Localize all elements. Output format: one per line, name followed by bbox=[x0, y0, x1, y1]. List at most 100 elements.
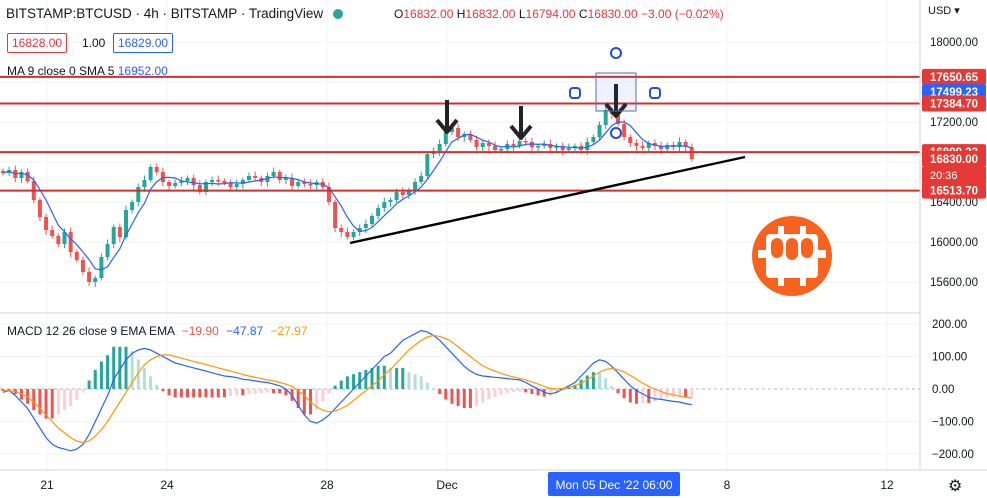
macd-legend[interactable]: MACD 12 26 close 9 EMA EMA −19.90 −47.87… bbox=[7, 324, 308, 338]
candle-body bbox=[37, 200, 42, 217]
trendline[interactable] bbox=[349, 155, 746, 245]
level-tag-label: 17650.65 bbox=[930, 72, 979, 84]
macd-bar bbox=[358, 372, 362, 389]
ma-legend[interactable]: MA 9 close 0 SMA 5 16952.00 bbox=[7, 64, 168, 78]
macd-tick: 0.00 bbox=[932, 384, 954, 396]
candle-body bbox=[628, 137, 633, 143]
macd-bar bbox=[438, 389, 442, 395]
candle-body bbox=[394, 192, 399, 200]
macd-bar bbox=[315, 389, 319, 411]
macd-bar bbox=[573, 384, 577, 389]
level-tag-label: 16513.70 bbox=[930, 186, 978, 198]
candle-body bbox=[80, 260, 85, 272]
macd-bar bbox=[142, 367, 146, 389]
macd-bar bbox=[149, 376, 153, 389]
macd-bar bbox=[518, 389, 522, 392]
x-tick: 28 bbox=[320, 478, 334, 492]
macd-bar bbox=[511, 389, 515, 392]
signal-line bbox=[3, 334, 692, 444]
macd-bar bbox=[265, 389, 269, 393]
candle-body bbox=[44, 217, 49, 230]
macd-bar bbox=[499, 389, 503, 395]
marker-square[interactable] bbox=[569, 87, 581, 99]
y-tick: 18000.00 bbox=[930, 37, 978, 49]
drawing-markers[interactable] bbox=[569, 47, 661, 139]
macd-line bbox=[2, 329, 692, 452]
macd-bar bbox=[278, 389, 282, 394]
macd-bar bbox=[487, 389, 491, 400]
candle-body bbox=[111, 227, 116, 244]
macd-bar bbox=[253, 389, 257, 394]
candle-body bbox=[419, 176, 424, 182]
interval[interactable]: 4h bbox=[143, 6, 159, 21]
macd-bar bbox=[235, 389, 239, 396]
countdown-label: 20:36 bbox=[930, 170, 958, 182]
macd-bar bbox=[352, 374, 356, 389]
macd-bar bbox=[382, 365, 386, 389]
marker-square[interactable] bbox=[649, 87, 661, 99]
macd-bar bbox=[124, 346, 128, 389]
candle-body bbox=[493, 146, 497, 150]
candle-body bbox=[683, 142, 688, 147]
macd-bar bbox=[659, 389, 663, 400]
y-tick: 17200.00 bbox=[930, 117, 978, 129]
macd-bar bbox=[32, 389, 36, 411]
marker-circle[interactable] bbox=[610, 127, 622, 139]
candle-body bbox=[585, 142, 590, 150]
candle-body bbox=[425, 154, 430, 176]
macd-bar bbox=[173, 389, 177, 398]
macd-bar bbox=[106, 355, 110, 389]
macd-bar bbox=[653, 389, 657, 402]
candle-body bbox=[560, 146, 565, 150]
selection-box[interactable] bbox=[595, 72, 637, 112]
candle-body bbox=[517, 141, 522, 146]
macd-bar bbox=[610, 386, 614, 389]
ma-line bbox=[2, 121, 692, 271]
macd-bar bbox=[7, 389, 11, 390]
candle-body bbox=[1, 171, 5, 173]
macd-bar bbox=[339, 380, 343, 389]
candle-body bbox=[283, 178, 288, 180]
candle-body bbox=[443, 132, 448, 144]
countdown-tag bbox=[922, 167, 986, 183]
candle-body bbox=[652, 143, 657, 146]
macd-bar bbox=[684, 389, 688, 398]
candle-body bbox=[136, 187, 141, 202]
macd-tick: −200.00 bbox=[932, 449, 974, 461]
candle-body bbox=[87, 272, 92, 282]
down-arrow-icon bbox=[435, 118, 459, 134]
currency-button[interactable]: USD ▾ bbox=[928, 5, 960, 17]
macd-tick: −100.00 bbox=[932, 417, 974, 429]
symbol-title[interactable]: BITSTAMP:BTCUSD · 4h · BITSTAMP · Tradin… bbox=[6, 6, 349, 21]
macd-bar bbox=[419, 376, 423, 389]
bitcoin-logo-icon bbox=[752, 216, 832, 296]
candle-body bbox=[74, 252, 79, 260]
candle-body bbox=[308, 184, 313, 186]
symbol[interactable]: BITSTAMP:BTCUSD bbox=[6, 6, 132, 21]
candle-body bbox=[413, 182, 418, 190]
buy-price-button[interactable]: 16829.00 bbox=[113, 33, 174, 53]
candle-body bbox=[536, 146, 541, 148]
macd-bar bbox=[505, 389, 509, 394]
macd-bar bbox=[585, 375, 589, 389]
candle-body bbox=[357, 228, 362, 232]
macd-bar bbox=[333, 385, 337, 389]
macd-bar bbox=[432, 389, 435, 390]
candle-body bbox=[603, 110, 608, 125]
macd-bar bbox=[481, 389, 485, 403]
macd-bar bbox=[530, 389, 534, 395]
macd-bar bbox=[690, 389, 694, 398]
candle-body bbox=[216, 180, 221, 182]
down-arrow-icon bbox=[604, 102, 628, 118]
sell-price-button[interactable]: 16828.00 bbox=[7, 33, 68, 53]
market-status-icon[interactable] bbox=[332, 9, 343, 20]
macd-bar bbox=[302, 389, 306, 415]
macd-bar bbox=[50, 389, 54, 419]
candle-body bbox=[554, 146, 559, 148]
settings-gear-icon[interactable]: ⚙ bbox=[948, 478, 963, 495]
x-tick: Dec bbox=[436, 478, 457, 492]
macd-bar bbox=[475, 389, 479, 406]
candle-body bbox=[302, 182, 307, 184]
marker-circle[interactable] bbox=[610, 47, 622, 59]
